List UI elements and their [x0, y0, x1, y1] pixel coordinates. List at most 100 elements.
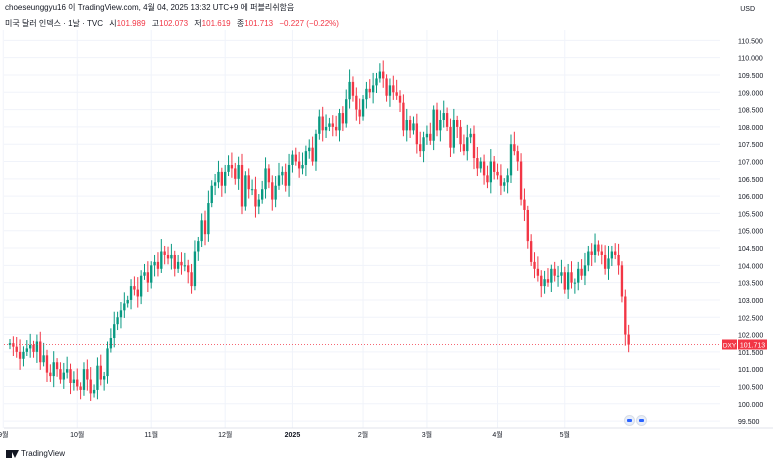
candle-body — [224, 171, 227, 186]
event-badge-icon[interactable] — [636, 415, 647, 426]
candle-body — [422, 137, 425, 152]
candle-body — [123, 303, 126, 311]
x-tick-label: 5월 — [560, 430, 570, 439]
candle-body — [244, 175, 247, 207]
candle-body — [183, 265, 187, 267]
candle-body — [176, 261, 180, 269]
x-tick-label: 10월 — [70, 430, 84, 439]
candle-body — [62, 372, 65, 380]
candle-body — [281, 171, 284, 176]
low-label: 저 — [194, 19, 202, 28]
candle-body — [496, 171, 499, 176]
candle-body — [187, 265, 190, 273]
candle-body — [287, 164, 291, 186]
candle-body — [234, 168, 237, 179]
candle-body — [99, 365, 102, 380]
brand-label: TradingView — [21, 449, 66, 458]
candle-body — [254, 189, 257, 207]
candle-body — [271, 182, 274, 200]
candle-body — [563, 272, 566, 290]
candle-body — [405, 119, 408, 131]
candle-body — [610, 251, 614, 259]
y-tick-label: 106.000 — [738, 194, 763, 201]
candle-body — [408, 119, 412, 131]
candle-body — [361, 99, 365, 117]
candle-body — [25, 348, 28, 352]
candle-body — [429, 133, 432, 141]
candle-body — [590, 251, 593, 255]
candle-body — [412, 123, 415, 131]
candle-body — [341, 113, 345, 124]
y-tick-label: 101.500 — [738, 350, 763, 357]
candle-body — [96, 365, 99, 390]
candle-body — [42, 355, 45, 363]
close-label: 종 — [236, 19, 245, 28]
currency-label: USD — [740, 6, 755, 13]
symbol-tag-bg — [722, 339, 737, 350]
x-tick-label: 4월 — [492, 430, 502, 439]
candle-body — [509, 144, 513, 176]
candle-body — [533, 261, 536, 269]
candle-body — [560, 272, 563, 276]
candle-body — [620, 265, 624, 297]
candle-body — [526, 209, 529, 242]
candle-body — [345, 99, 348, 124]
candle-body — [170, 254, 173, 259]
candle-body — [577, 268, 580, 283]
candle-body — [348, 81, 351, 100]
candle-body — [388, 85, 392, 96]
y-tick-label: 100.500 — [738, 384, 763, 391]
open-value: 101.989 — [116, 19, 146, 28]
candle-body — [52, 362, 55, 377]
candle-body — [355, 95, 358, 110]
candle-body — [519, 161, 523, 200]
symbol-tag: DXY — [723, 342, 737, 349]
candle-body — [382, 71, 385, 79]
candle-body — [247, 175, 250, 190]
candle-body — [466, 137, 469, 152]
candle-body — [573, 282, 577, 284]
x-tick-label: 2025 — [285, 432, 301, 439]
candle-body — [308, 147, 311, 152]
candle-body — [482, 161, 486, 176]
candle-body — [260, 189, 264, 200]
y-tick-label: 103.000 — [738, 298, 763, 305]
x-tick-label: 11월 — [144, 430, 158, 439]
y-tick-label: 104.500 — [738, 246, 763, 253]
candle-body — [106, 348, 109, 377]
candle-body — [570, 272, 573, 283]
candle-body — [92, 389, 96, 394]
candle-body — [479, 161, 482, 169]
candle-body — [113, 324, 116, 339]
candle-body — [597, 244, 600, 252]
low-value: 101.619 — [201, 19, 231, 28]
candle-body — [553, 268, 556, 276]
candle-body — [452, 119, 456, 148]
candle-body — [220, 171, 224, 186]
candle-body — [566, 272, 570, 290]
candle-body — [173, 254, 176, 269]
candle-body — [472, 133, 476, 159]
candle-body — [119, 310, 123, 318]
y-tick-label: 109.500 — [738, 73, 763, 80]
event-badge-icon[interactable] — [624, 415, 635, 426]
candle-body — [227, 164, 230, 172]
y-tick-label: 107.000 — [738, 160, 763, 167]
publish-info: choeseunggyu16 이 TradingView.com, 4월 04,… — [5, 3, 295, 12]
y-tick-label: 99.500 — [738, 419, 760, 426]
candle-body — [136, 289, 139, 297]
candle-body — [240, 164, 244, 207]
candle-body — [338, 113, 341, 131]
candle-body — [210, 185, 213, 204]
candle-body — [55, 362, 59, 370]
candle-body — [331, 123, 334, 127]
candle-body — [297, 161, 301, 169]
candle-body — [166, 254, 170, 259]
candle-body — [583, 265, 587, 276]
tradingview-brand[interactable]: TradingView — [6, 447, 65, 461]
candle-body — [415, 123, 419, 145]
candle-body — [385, 78, 388, 96]
candle-body — [217, 171, 220, 183]
candle-body — [351, 81, 355, 96]
